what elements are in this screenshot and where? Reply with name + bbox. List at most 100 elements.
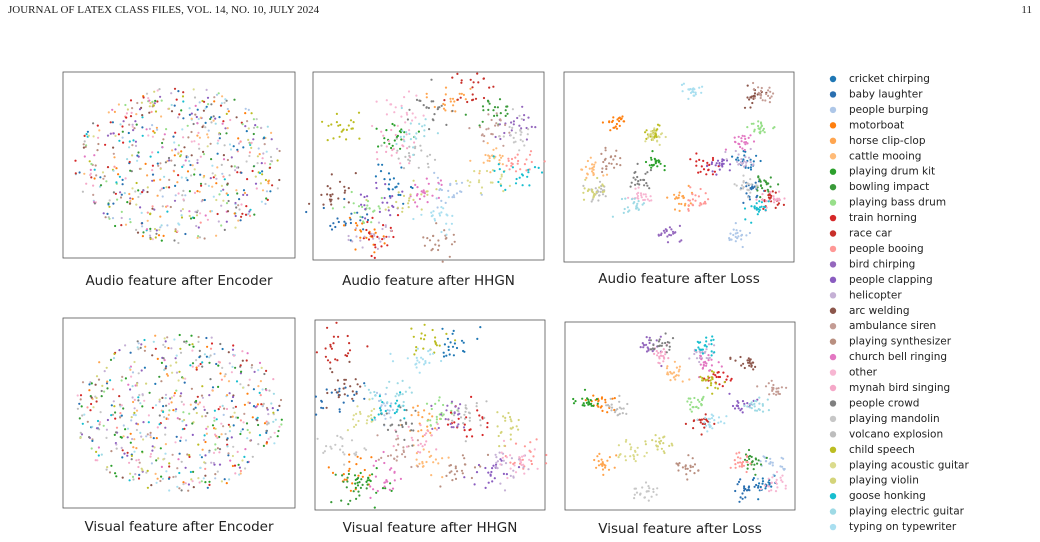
point — [130, 454, 133, 457]
point — [432, 461, 435, 464]
point — [701, 376, 704, 380]
point — [654, 134, 657, 137]
point — [115, 167, 118, 170]
point — [453, 196, 456, 199]
point — [425, 92, 428, 95]
point — [407, 152, 411, 155]
point — [518, 149, 521, 152]
point — [434, 402, 437, 405]
point — [779, 465, 782, 468]
point — [197, 403, 200, 406]
point — [112, 400, 115, 403]
point — [130, 375, 133, 378]
point — [153, 227, 157, 231]
point — [742, 174, 745, 177]
point — [160, 224, 163, 227]
point — [354, 222, 358, 225]
point — [691, 465, 695, 468]
point — [423, 323, 426, 326]
point — [222, 175, 225, 178]
point — [755, 206, 758, 209]
point — [481, 105, 485, 108]
point — [750, 96, 753, 99]
point — [389, 196, 392, 199]
point — [130, 416, 133, 419]
point — [430, 407, 433, 411]
point — [590, 200, 593, 203]
point — [193, 191, 197, 194]
point — [415, 349, 418, 352]
point — [127, 131, 130, 135]
point — [667, 357, 670, 360]
point — [497, 180, 500, 184]
point — [388, 235, 391, 238]
point — [453, 412, 456, 415]
point — [453, 473, 456, 476]
point — [190, 334, 193, 337]
point — [161, 141, 164, 145]
point — [775, 478, 778, 481]
point — [196, 122, 199, 125]
point — [688, 199, 692, 202]
point — [494, 124, 497, 127]
point — [404, 455, 407, 458]
point — [523, 163, 527, 166]
point — [238, 198, 241, 201]
point — [672, 376, 676, 379]
point — [497, 124, 500, 127]
point — [189, 403, 192, 406]
point — [642, 346, 645, 349]
point — [405, 131, 408, 134]
point — [451, 479, 454, 482]
point — [663, 231, 666, 234]
point — [204, 474, 207, 477]
point — [174, 441, 177, 444]
point — [269, 163, 272, 166]
point — [689, 397, 692, 400]
point — [265, 429, 268, 433]
point — [160, 99, 163, 102]
point — [355, 497, 358, 500]
point — [728, 237, 731, 240]
point — [761, 403, 764, 406]
point — [519, 460, 522, 463]
legend-label: church bell ringing — [849, 351, 947, 363]
point — [180, 392, 183, 395]
point — [210, 210, 213, 213]
point — [648, 339, 651, 342]
point — [235, 116, 238, 119]
point — [486, 453, 490, 456]
legend-label: arc welding — [849, 305, 910, 317]
point — [755, 202, 758, 205]
point — [450, 400, 454, 403]
legend-marker — [829, 446, 837, 453]
point — [314, 395, 317, 398]
point — [435, 344, 438, 347]
point — [334, 443, 337, 446]
point — [743, 402, 746, 405]
legend-marker — [829, 353, 837, 361]
point — [381, 201, 384, 204]
point — [746, 188, 749, 191]
point — [644, 172, 647, 175]
point — [113, 352, 116, 355]
point — [213, 409, 216, 412]
point — [101, 384, 104, 387]
point — [367, 238, 371, 241]
point — [739, 478, 742, 481]
point — [528, 458, 531, 461]
point — [746, 182, 749, 185]
point — [170, 347, 173, 350]
point — [383, 481, 386, 484]
point — [320, 193, 323, 196]
point — [108, 217, 111, 220]
point — [180, 176, 183, 179]
point — [601, 170, 604, 174]
point — [618, 394, 621, 397]
point — [461, 472, 464, 475]
point — [201, 365, 204, 368]
point — [102, 424, 105, 427]
point — [330, 447, 333, 450]
point — [262, 137, 266, 140]
tsne-panel — [563, 71, 795, 263]
